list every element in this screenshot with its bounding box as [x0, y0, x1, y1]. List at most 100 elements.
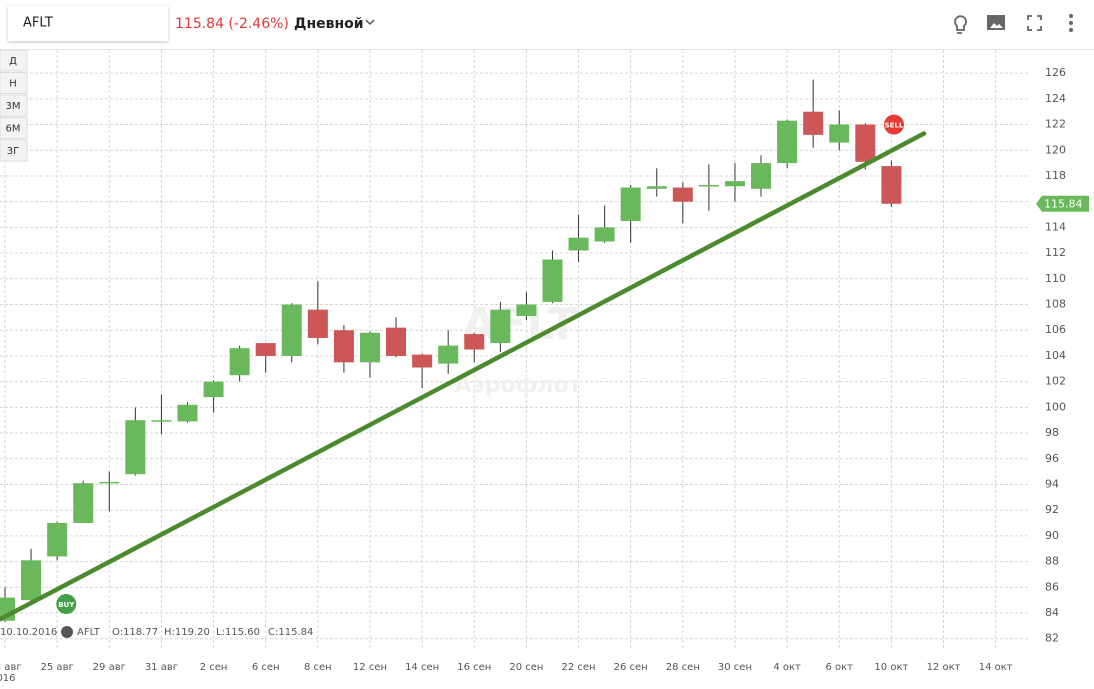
candle-body [203, 381, 224, 398]
y-tick-label: 84 [1045, 606, 1059, 619]
x-tick-label: 22 сен [561, 662, 595, 673]
candle-body [777, 120, 798, 164]
signal-marker [56, 594, 77, 615]
x-tick-label: 6 сен [252, 662, 280, 673]
range-button[interactable] [0, 139, 28, 162]
candle-body [438, 345, 459, 364]
candle-body [281, 304, 302, 356]
candle-body [177, 404, 198, 422]
y-tick-label: 114 [1045, 220, 1066, 233]
y-tick-label: 110 [1045, 272, 1066, 285]
candle-body [855, 124, 876, 162]
y-tick-label: 120 [1045, 143, 1066, 156]
y-tick-label: 108 [1045, 298, 1066, 311]
candle-body [646, 186, 667, 189]
image-icon-glyph [990, 23, 1003, 28]
signal-label: SELL [885, 122, 904, 130]
candle-body [516, 304, 537, 317]
year-label: 2016 [0, 673, 15, 684]
range-button-label: 6М [6, 124, 21, 135]
y-tick-label: 100 [1045, 400, 1066, 413]
range-button[interactable] [0, 72, 28, 94]
y-tick-label: 92 [1045, 503, 1059, 516]
legend-open: O:118.77 [112, 627, 158, 638]
candle-body [829, 124, 850, 143]
candle-body [490, 309, 511, 344]
x-tick-label: 12 сен [353, 662, 387, 673]
ticker-text: AFLT [23, 16, 53, 31]
candle-body [151, 420, 172, 422]
x-tick-label: 20 сен [509, 662, 543, 673]
y-tick-label: 90 [1045, 529, 1059, 542]
menu-icon[interactable] [1069, 14, 1073, 32]
x-tick-label: 28 сен [666, 662, 700, 673]
range-button[interactable] [0, 94, 28, 117]
x-tick-label: 2 сен [200, 662, 228, 673]
watermark-name: Аэрофлот [455, 373, 582, 398]
x-tick-label: 29 авг [93, 662, 126, 673]
candle-body [99, 481, 120, 484]
x-tick-label: 10 окт [874, 662, 908, 673]
x-tick-label: 4 окт [773, 662, 801, 673]
legend-date: 10.10.2016 [0, 627, 57, 638]
fullscreen-icon[interactable] [1027, 15, 1042, 31]
candle-body [698, 184, 719, 187]
x-tick-label: 23 авг [0, 662, 22, 673]
legend-low: L:115.60 [216, 627, 260, 638]
x-tick-label: 14 сен [405, 662, 439, 673]
candle-body [255, 343, 276, 356]
y-tick-label: 122 [1045, 118, 1066, 131]
y-tick-label: 118 [1045, 169, 1066, 182]
signal-marker [883, 114, 904, 135]
candle-body [21, 560, 42, 601]
y-tick-label: 98 [1045, 426, 1059, 439]
candle-body [73, 483, 94, 524]
y-tick-label: 124 [1045, 92, 1066, 105]
y-tick-label: 94 [1045, 477, 1059, 490]
candle-body [229, 348, 250, 376]
x-tick-label: 30 сен [718, 662, 752, 673]
x-tick-label: 12 окт [927, 662, 961, 673]
x-tick-label: 31 авг [145, 662, 178, 673]
candle-body [620, 187, 641, 221]
candle-body [464, 334, 485, 350]
range-button-label: Н [9, 79, 17, 90]
y-tick-label: 86 [1045, 580, 1059, 593]
y-tick-label: 96 [1045, 452, 1059, 465]
legend-ticker: AFLT [77, 627, 101, 638]
range-button-label: 3М [6, 101, 21, 112]
price-change: 115.84 (-2.46%) [175, 16, 289, 32]
candle-body [333, 330, 354, 363]
candle-body [751, 163, 772, 189]
x-tick-label: 8 сен [304, 662, 332, 673]
legend-high: H:119.20 [164, 627, 210, 638]
ticker-input[interactable] [8, 6, 168, 41]
candle-body [307, 309, 328, 338]
range-button[interactable] [0, 49, 28, 72]
x-tick-label: 16 сен [457, 662, 491, 673]
candle-body [803, 111, 824, 135]
y-tick-label: 104 [1045, 349, 1066, 362]
last-price-label: 115.84 [1044, 198, 1083, 211]
range-button-label: 3Г [7, 146, 19, 157]
y-tick-label: 82 [1045, 632, 1059, 645]
candle-body [412, 354, 433, 368]
candle-body [594, 227, 615, 242]
candle-body [724, 181, 745, 187]
x-tick-label: 14 окт [979, 662, 1013, 673]
y-tick-label: 126 [1045, 66, 1066, 79]
candle-body [881, 166, 902, 204]
legend-dot [61, 626, 73, 638]
interval-select[interactable]: Дневной [294, 16, 364, 32]
dropdown-arrow[interactable] [365, 19, 375, 26]
range-button[interactable] [0, 117, 28, 139]
last-price-tag [1036, 195, 1089, 212]
candle-body [568, 237, 589, 251]
candle-body [125, 420, 146, 475]
candle-body [359, 332, 380, 363]
trendline [0, 131, 927, 622]
y-tick-label: 112 [1045, 246, 1066, 259]
x-tick-label: 6 окт [825, 662, 853, 673]
candle-body [672, 187, 693, 202]
idea-icon[interactable] [954, 15, 967, 34]
